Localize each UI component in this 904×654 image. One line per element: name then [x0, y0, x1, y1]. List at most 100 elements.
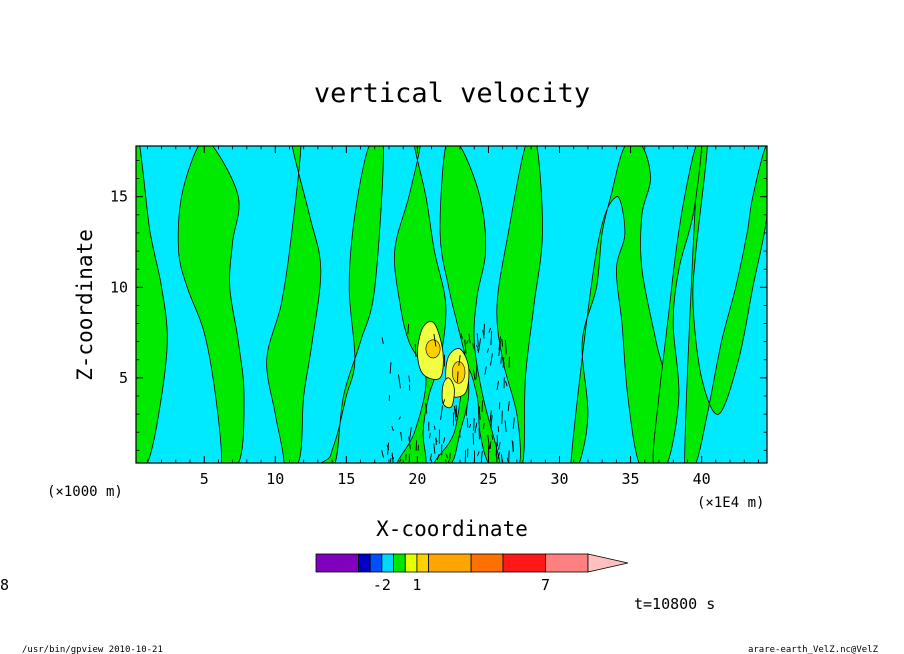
contour-fragment [414, 343, 417, 357]
contour-fragment [408, 375, 411, 383]
contour-fragment [400, 431, 403, 441]
colorbar-tick-label: 7 [541, 576, 550, 594]
contour-fragment [445, 454, 449, 459]
y-tick-label: 5 [119, 369, 128, 387]
contour-fragment [472, 343, 475, 349]
contour-fragment [476, 345, 479, 349]
contour-fragment [407, 324, 410, 334]
contour-fragment [391, 454, 395, 460]
contour-fragment [455, 405, 458, 418]
contour-fragment [482, 329, 485, 339]
colorbar-segment-8 [428, 553, 472, 573]
contour-fragment [474, 422, 478, 434]
contour-fragment [475, 364, 478, 380]
footer-right: arare-earth_VelZ.nc@VelZ [748, 645, 879, 654]
contour-fragment [487, 435, 491, 450]
contour-fragment [442, 399, 446, 405]
contour-fragment [487, 450, 490, 456]
contour-fragment [501, 410, 503, 425]
contour-fragment [472, 433, 475, 445]
time-label: t=10800 s [634, 595, 715, 613]
colorbar-segment-10 [502, 553, 546, 573]
contour-fragment [502, 357, 505, 368]
positive-region-7 [496, 146, 543, 463]
contour-fragment [504, 420, 507, 433]
contour-fragment [476, 451, 480, 457]
contour-fragment [476, 333, 479, 347]
contour-fragment [507, 400, 510, 412]
x-tick-label: 15 [337, 470, 355, 488]
y-tick-label: 10 [110, 278, 128, 296]
contour-fragment [457, 371, 459, 383]
x-tick-label: 30 [550, 470, 568, 488]
contour-fragment [484, 366, 487, 375]
colorbar-tick-label: 1 [412, 576, 421, 594]
contour-fragment [473, 369, 476, 381]
contour-fragment [398, 374, 401, 389]
contour-fragment [460, 333, 463, 339]
contour-fragment [486, 348, 489, 353]
plot-frame [135, 145, 768, 464]
colorbar-tick-label: -2 [373, 576, 391, 594]
contour-fragment [466, 418, 469, 428]
positive-region-8 [570, 146, 668, 463]
x-tick-label: 25 [479, 470, 497, 488]
positive-region-3 [266, 146, 322, 463]
positive-region-5 [394, 146, 447, 463]
contour-fragment [501, 338, 503, 347]
contour-fragment [398, 416, 401, 420]
positive-region-10 [652, 146, 703, 463]
colorbar-segment-11 [545, 553, 589, 573]
contour-fragment [408, 436, 411, 450]
x-axis-label: X-coordinate [376, 517, 528, 541]
contour-fragment [497, 451, 501, 459]
contour-fragment [498, 442, 501, 450]
contour-fragment [481, 442, 484, 446]
contour-fragment [469, 423, 472, 429]
colorbar-segment-2 [358, 553, 371, 573]
contour-fragment [498, 341, 502, 357]
contour-fragment [464, 339, 467, 354]
x-tick-label: 5 [200, 470, 209, 488]
colorbar-segment-6 [404, 553, 418, 573]
x-tick-label: 40 [693, 470, 711, 488]
footer-left: /usr/bin/gpview 2010-10-21 [22, 645, 163, 654]
updraft-peak-2 [451, 361, 466, 384]
contour-fragment [468, 333, 471, 344]
contour-fragment [408, 427, 412, 443]
contour-fragment [429, 453, 433, 461]
contour-fragment [473, 418, 475, 431]
contour-fragment [434, 438, 438, 442]
colorbar-segment-3 [369, 553, 383, 573]
contour-fragment [489, 410, 492, 423]
contour-fragment [496, 380, 499, 391]
contour-fragment [429, 432, 431, 439]
contour-fragment [481, 400, 483, 412]
positive-region-2 [177, 146, 245, 463]
contour-fragment [442, 437, 446, 444]
contour-fragment [481, 450, 483, 458]
chart-title: vertical velocity [314, 78, 590, 109]
contour-fragment [466, 340, 469, 344]
contour-fragment [415, 440, 418, 451]
contour-fragment [490, 415, 493, 429]
contour-fragment [465, 406, 468, 416]
contour-fragment [500, 356, 502, 364]
contour-fragment [389, 362, 392, 374]
contour-fragment [478, 338, 482, 352]
contour-fragment [436, 454, 440, 461]
colorbar-segment-9 [470, 553, 504, 573]
y-axis-label: Z-coordinate [73, 229, 97, 381]
contour-fragment [482, 423, 485, 430]
x-tick-label: 10 [266, 470, 284, 488]
positive-region-1 [136, 146, 168, 463]
contour-fragment [491, 434, 494, 440]
positive-region-4 [316, 146, 384, 463]
colorbar: -2 1 7 18 [0, 553, 629, 594]
contour-fragment [506, 457, 509, 462]
colorbar-extension-arrow [587, 553, 629, 573]
x-tick-label: 35 [622, 470, 640, 488]
contour-fragment [453, 405, 457, 421]
contour-fragment [498, 336, 501, 351]
